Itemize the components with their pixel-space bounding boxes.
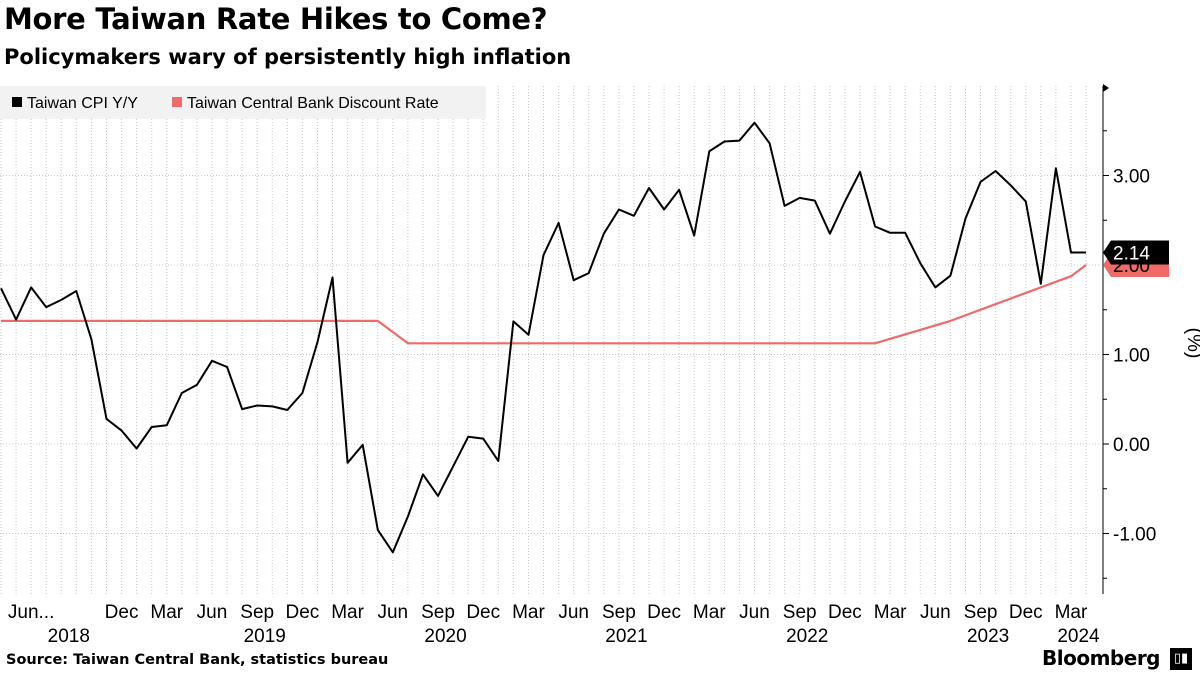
x-year-label: 2019 <box>244 626 286 647</box>
x-tick-label: Dec <box>466 602 500 623</box>
series-line-discount-rate <box>1 264 1087 345</box>
x-tick-label: Dec <box>647 602 681 623</box>
x-tick-label: Sep <box>964 602 998 623</box>
x-year-label: 2024 <box>1057 626 1100 647</box>
x-tick-label: Mar <box>331 602 364 623</box>
legend-background <box>0 86 486 119</box>
y-tick-label: 1.00 <box>1113 346 1150 367</box>
legend-swatch-cpi <box>12 97 22 107</box>
page-title: More Taiwan Rate Hikes to Come? <box>4 2 548 36</box>
legend-label-discount-rate: Taiwan Central Bank Discount Rate <box>187 95 439 112</box>
x-tick-label: Sep <box>421 602 455 623</box>
x-tick-label: Mar <box>874 602 907 623</box>
y-tick-label: 3.00 <box>1113 167 1150 188</box>
y-axis-label: (%) <box>1183 327 1200 358</box>
brand-logo: Bloomberg <box>1042 646 1160 670</box>
x-tick-label: Mar <box>150 602 183 623</box>
x-tick-label: Sep <box>783 602 817 623</box>
x-tick-label: Jun <box>197 602 228 623</box>
y-tick-label: 0.00 <box>1113 435 1150 456</box>
x-tick-label: Sep <box>602 602 636 623</box>
chart-legend: Taiwan CPI Y/Y Taiwan Central Bank Disco… <box>0 86 486 119</box>
x-tick-label: Jun <box>377 602 408 623</box>
x-tick-label: Jun <box>739 602 770 623</box>
x-axis: Jun... Dec Mar Jun Sep Dec Mar Jun Sep Dec Mar Jun S… <box>8 602 1100 647</box>
x-year-label: 2023 <box>967 626 1009 647</box>
x-tick-label: Dec <box>828 602 862 623</box>
x-tick-label: Dec <box>1009 602 1043 623</box>
x-tick-label: Jun <box>558 602 589 623</box>
x-tick-label: Dec <box>105 602 139 623</box>
bloomberg-terminal-icon: ▯▮ <box>1170 648 1192 670</box>
x-tick-label: Sep <box>240 602 274 623</box>
legend-label-cpi: Taiwan CPI Y/Y <box>27 95 138 112</box>
page-subtitle: Policymakers wary of persistently high i… <box>4 45 572 69</box>
x-tick-label: Jun... <box>8 602 54 623</box>
x-tick-label: Mar <box>1055 602 1088 623</box>
x-year-label: 2018 <box>48 626 90 647</box>
x-tick-label: Dec <box>286 602 320 623</box>
x-year-label: 2021 <box>605 626 647 647</box>
y-tick-label: -1.00 <box>1113 525 1156 546</box>
end-label-cpi: 2.14 <box>1113 243 1150 264</box>
x-year-label: 2020 <box>424 626 466 647</box>
legend-swatch-discount-rate <box>172 97 182 107</box>
y-axis: -1.000.001.002.003.00 <box>1102 84 1156 594</box>
x-year-label: 2022 <box>786 626 828 647</box>
y-axis-arrow <box>1103 84 1109 92</box>
x-tick-label: Mar <box>693 602 726 623</box>
chart-series <box>0 121 1087 554</box>
x-tick-label: Jun <box>920 602 951 623</box>
end-label-cpi-marker <box>1103 240 1169 265</box>
series-end-labels: 2.002.14 <box>1103 240 1169 277</box>
source-note: Source: Taiwan Central Bank, statistics … <box>6 652 389 668</box>
x-tick-label: Mar <box>512 602 545 623</box>
series-line-cpi <box>0 121 1086 554</box>
chart-gridlines <box>0 86 1100 594</box>
